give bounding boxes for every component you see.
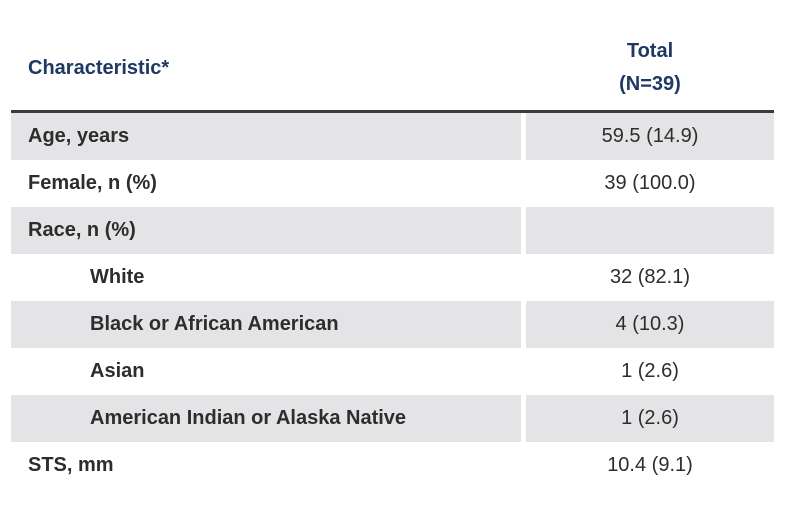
header-rule-divider [11, 110, 774, 113]
column-header-total: Total (N=39) [526, 0, 774, 110]
row-label: Black or African American [11, 301, 521, 348]
table-row: Age, years 59.5 (14.9) [11, 113, 774, 160]
row-value: 32 (82.1) [609, 266, 691, 288]
characteristics-table: Characteristic* Total (N=39) Age, years … [11, 0, 774, 489]
row-value [526, 207, 774, 254]
column-header-total-label: Total [626, 40, 674, 62]
row-label: Race, n (%) [11, 207, 521, 254]
table-row: STS, mm 10.4 (9.1) [11, 442, 774, 489]
table-row: White 32 (82.1) [11, 254, 774, 301]
column-header-characteristic: Characteristic* [28, 56, 170, 79]
column-header-total-n: (N=39) [619, 73, 681, 95]
table-row: Asian 1 (2.6) [11, 348, 774, 395]
row-value: 10.4 (9.1) [607, 454, 693, 476]
row-label: American Indian or Alaska Native [11, 395, 521, 442]
row-value: 1 (2.6) [526, 395, 774, 442]
table-header-row: Characteristic* Total (N=39) [11, 0, 774, 110]
row-value: 4 (10.3) [526, 301, 774, 348]
row-label: White [90, 266, 145, 288]
row-label: Age, years [11, 113, 521, 160]
table-row: American Indian or Alaska Native 1 (2.6) [11, 395, 774, 442]
row-label: STS, mm [28, 454, 114, 476]
table-row: Female, n (%) 39 (100.0) [11, 160, 774, 207]
table-row: Race, n (%) [11, 207, 774, 254]
row-value: 59.5 (14.9) [526, 113, 774, 160]
row-label: Female, n (%) [28, 172, 157, 194]
table-row: Black or African American 4 (10.3) [11, 301, 774, 348]
row-value: 39 (100.0) [604, 172, 696, 194]
row-label: Asian [90, 360, 145, 382]
row-value: 1 (2.6) [621, 360, 679, 382]
